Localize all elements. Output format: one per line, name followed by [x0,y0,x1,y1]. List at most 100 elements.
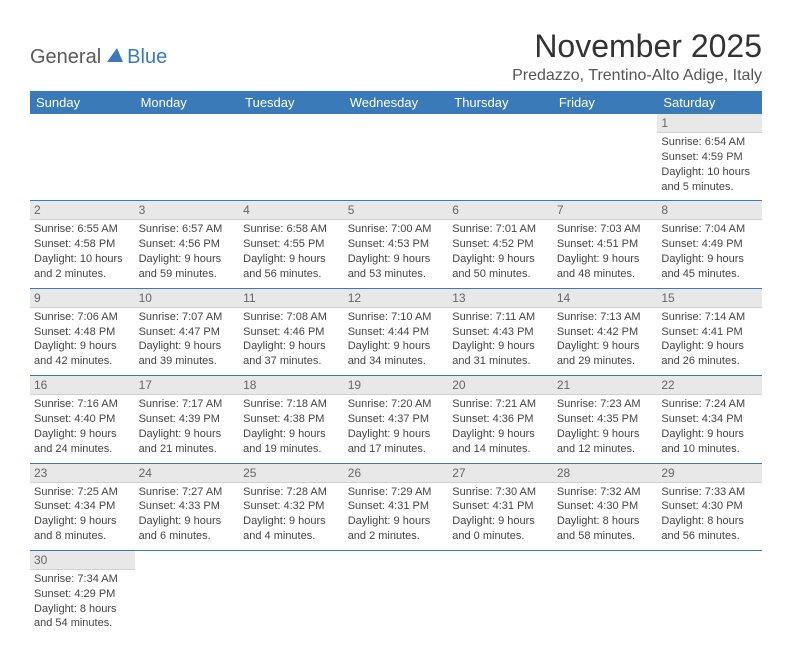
calendar-day-cell: 12Sunrise: 7:10 AMSunset: 4:44 PMDayligh… [344,288,449,375]
day-content: Sunrise: 7:11 AMSunset: 4:43 PMDaylight:… [448,308,553,375]
sunrise-text: Sunrise: 7:24 AM [661,397,758,412]
daylight-text: Daylight: 9 hours and 14 minutes. [452,427,549,457]
sunrise-text: Sunrise: 7:17 AM [139,397,236,412]
calendar-day-cell: 1Sunrise: 6:54 AMSunset: 4:59 PMDaylight… [657,114,762,201]
weekday-header: Saturday [657,91,762,114]
daylight-text: Daylight: 9 hours and 39 minutes. [139,339,236,369]
daylight-text: Daylight: 9 hours and 48 minutes. [557,252,654,282]
day-content: Sunrise: 7:25 AMSunset: 4:34 PMDaylight:… [30,483,135,550]
daylight-text: Daylight: 9 hours and 34 minutes. [348,339,445,369]
weekday-header: Thursday [448,91,553,114]
calendar-week-row: 16Sunrise: 7:16 AMSunset: 4:40 PMDayligh… [30,376,762,463]
calendar-day-cell [135,114,240,201]
calendar-day-cell: 23Sunrise: 7:25 AMSunset: 4:34 PMDayligh… [30,463,135,550]
day-number: 18 [239,376,344,395]
daylight-text: Daylight: 9 hours and 29 minutes. [557,339,654,369]
sunrise-text: Sunrise: 6:58 AM [243,222,340,237]
weekday-header: Tuesday [239,91,344,114]
sunset-text: Sunset: 4:49 PM [661,237,758,252]
day-content: Sunrise: 7:30 AMSunset: 4:31 PMDaylight:… [448,483,553,550]
calendar-day-cell: 27Sunrise: 7:30 AMSunset: 4:31 PMDayligh… [448,463,553,550]
calendar-day-cell [239,550,344,637]
calendar-day-cell [448,114,553,201]
day-number: 16 [30,376,135,395]
sunset-text: Sunset: 4:38 PM [243,412,340,427]
calendar-week-row: 23Sunrise: 7:25 AMSunset: 4:34 PMDayligh… [30,463,762,550]
daylight-text: Daylight: 9 hours and 6 minutes. [139,514,236,544]
day-number: 13 [448,289,553,308]
calendar-day-cell [239,114,344,201]
day-content: Sunrise: 7:18 AMSunset: 4:38 PMDaylight:… [239,395,344,462]
day-number-empty [30,114,135,132]
calendar-body: 1Sunrise: 6:54 AMSunset: 4:59 PMDaylight… [30,114,762,637]
day-content: Sunrise: 7:17 AMSunset: 4:39 PMDaylight:… [135,395,240,462]
day-number-empty [553,551,658,569]
sunset-text: Sunset: 4:30 PM [661,499,758,514]
sunrise-text: Sunrise: 7:10 AM [348,310,445,325]
daylight-text: Daylight: 8 hours and 56 minutes. [661,514,758,544]
calendar-day-cell [135,550,240,637]
day-content: Sunrise: 7:00 AMSunset: 4:53 PMDaylight:… [344,220,449,287]
sunrise-text: Sunrise: 7:16 AM [34,397,131,412]
sunset-text: Sunset: 4:34 PM [34,499,131,514]
calendar-day-cell: 28Sunrise: 7:32 AMSunset: 4:30 PMDayligh… [553,463,658,550]
daylight-text: Daylight: 9 hours and 26 minutes. [661,339,758,369]
calendar-day-cell: 25Sunrise: 7:28 AMSunset: 4:32 PMDayligh… [239,463,344,550]
day-number: 17 [135,376,240,395]
daylight-text: Daylight: 9 hours and 45 minutes. [661,252,758,282]
sunset-text: Sunset: 4:47 PM [139,325,236,340]
month-title: November 2025 [512,28,762,65]
sunset-text: Sunset: 4:36 PM [452,412,549,427]
day-number: 15 [657,289,762,308]
daylight-text: Daylight: 9 hours and 31 minutes. [452,339,549,369]
sunset-text: Sunset: 4:53 PM [348,237,445,252]
sunset-text: Sunset: 4:52 PM [452,237,549,252]
day-content: Sunrise: 7:21 AMSunset: 4:36 PMDaylight:… [448,395,553,462]
day-number: 10 [135,289,240,308]
sunset-text: Sunset: 4:34 PM [661,412,758,427]
sunset-text: Sunset: 4:39 PM [139,412,236,427]
calendar-day-cell: 10Sunrise: 7:07 AMSunset: 4:47 PMDayligh… [135,288,240,375]
sunrise-text: Sunrise: 7:08 AM [243,310,340,325]
sunrise-text: Sunrise: 7:01 AM [452,222,549,237]
day-number: 7 [553,201,658,220]
day-number-empty [135,551,240,569]
calendar-day-cell [344,114,449,201]
day-content: Sunrise: 7:34 AMSunset: 4:29 PMDaylight:… [30,570,135,637]
daylight-text: Daylight: 9 hours and 10 minutes. [661,427,758,457]
calendar-day-cell [448,550,553,637]
day-content: Sunrise: 7:14 AMSunset: 4:41 PMDaylight:… [657,308,762,375]
day-number: 1 [657,114,762,133]
sunrise-text: Sunrise: 6:57 AM [139,222,236,237]
day-content: Sunrise: 6:58 AMSunset: 4:55 PMDaylight:… [239,220,344,287]
day-number-empty [657,551,762,569]
daylight-text: Daylight: 9 hours and 17 minutes. [348,427,445,457]
daylight-text: Daylight: 9 hours and 12 minutes. [557,427,654,457]
calendar-day-cell: 19Sunrise: 7:20 AMSunset: 4:37 PMDayligh… [344,376,449,463]
title-block: November 2025 Predazzo, Trentino-Alto Ad… [512,28,762,85]
day-content: Sunrise: 7:03 AMSunset: 4:51 PMDaylight:… [553,220,658,287]
weekday-header: Sunday [30,91,135,114]
calendar-day-cell [553,114,658,201]
daylight-text: Daylight: 9 hours and 56 minutes. [243,252,340,282]
daylight-text: Daylight: 9 hours and 37 minutes. [243,339,340,369]
sunset-text: Sunset: 4:51 PM [557,237,654,252]
day-number: 14 [553,289,658,308]
calendar-day-cell: 24Sunrise: 7:27 AMSunset: 4:33 PMDayligh… [135,463,240,550]
daylight-text: Daylight: 9 hours and 50 minutes. [452,252,549,282]
calendar-day-cell: 21Sunrise: 7:23 AMSunset: 4:35 PMDayligh… [553,376,658,463]
day-content: Sunrise: 7:28 AMSunset: 4:32 PMDaylight:… [239,483,344,550]
sunset-text: Sunset: 4:35 PM [557,412,654,427]
sunrise-text: Sunrise: 7:07 AM [139,310,236,325]
day-content: Sunrise: 7:07 AMSunset: 4:47 PMDaylight:… [135,308,240,375]
day-content: Sunrise: 6:57 AMSunset: 4:56 PMDaylight:… [135,220,240,287]
sunrise-text: Sunrise: 7:13 AM [557,310,654,325]
daylight-text: Daylight: 9 hours and 2 minutes. [348,514,445,544]
calendar-day-cell: 18Sunrise: 7:18 AMSunset: 4:38 PMDayligh… [239,376,344,463]
day-content: Sunrise: 7:06 AMSunset: 4:48 PMDaylight:… [30,308,135,375]
calendar-page: General Blue November 2025 Predazzo, Tre… [0,0,792,657]
calendar-day-cell [344,550,449,637]
calendar-day-cell: 2Sunrise: 6:55 AMSunset: 4:58 PMDaylight… [30,201,135,288]
calendar-day-cell [657,550,762,637]
day-number: 20 [448,376,553,395]
